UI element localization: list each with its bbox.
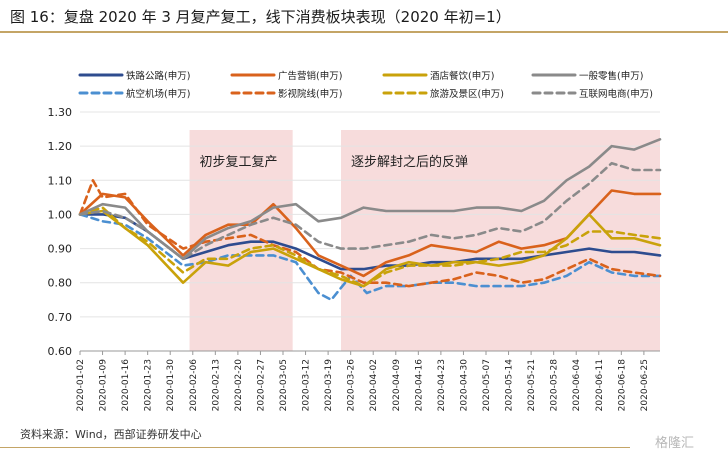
series-line-4 (78, 179, 662, 288)
x-tick-label: 2020-06-04 (572, 359, 582, 412)
y-tick-label: 0.80 (48, 277, 73, 290)
legend-label-8: 互联网电商(申万) (579, 88, 653, 100)
x-tick-label: 2020-04-02 (369, 359, 379, 411)
legend-label-1: 铁路公路(申万) (126, 70, 190, 82)
x-tick-label: 2020-05-21 (527, 359, 537, 411)
x-tick-label: 2020-04-16 (414, 359, 424, 412)
x-tick-label: 2020-05-07 (482, 359, 492, 411)
series-line-8 (78, 161, 662, 261)
x-tick-label: 2020-05-14 (505, 359, 515, 412)
axes: 0.60 0.70 0.80 0.90 1.00 1.10 1.20 1.30 2020-01-… (48, 106, 660, 412)
legend: 铁路公路(申万) 航空机场(申万) 广告营销(申万) 影视院线(申万) 酒店餐饮(申万)… (78, 70, 653, 100)
x-tick-label: 2020-06-25 (640, 359, 650, 411)
y-tick-label: 0.70 (48, 311, 73, 324)
x-tick-label: 2020-01-23 (144, 359, 154, 411)
x-tick-label: 2020-02-13 (211, 359, 221, 411)
y-tick-label: 1.00 (48, 208, 73, 221)
x-tick-label: 2020-01-16 (121, 359, 131, 412)
x-tick-label: 2020-04-23 (437, 359, 447, 411)
x-tick-label: 2020-01-30 (166, 359, 176, 412)
x-tick-label: 2020-01-02 (76, 359, 86, 411)
y-tick-label: 0.90 (48, 243, 73, 256)
y-tick-label: 0.60 (48, 345, 73, 358)
figure-title: 图 16：复盘 2020 年 3 月复产复工，线下消费板块表现（2020 年初=… (10, 8, 511, 26)
x-tick-label: 2020-06-11 (595, 359, 605, 411)
watermark: 格隆汇 (655, 436, 695, 451)
legend-label-3: 广告营销(申万) (278, 70, 342, 82)
y-tick-label: 1.20 (48, 140, 73, 153)
y-tick-label: 1.10 (48, 174, 73, 187)
x-tick-label: 2020-01-09 (99, 359, 109, 412)
x-tick-label: 2020-02-27 (256, 359, 266, 411)
x-tick-label: 2020-02-06 (189, 359, 199, 412)
series-line-3 (78, 189, 662, 278)
x-tick-label: 2020-02-20 (234, 359, 244, 412)
series-line-5 (78, 209, 662, 288)
x-tick-label: 2020-05-28 (550, 359, 560, 412)
shaded-region-label-2: 逐步解封之后的反弹 (351, 154, 468, 170)
title-divider (0, 31, 728, 33)
x-tick-label: 2020-04-30 (459, 359, 469, 412)
x-tick-label: 2020-03-26 (347, 359, 357, 412)
series-lines (78, 138, 662, 302)
x-tick-label: 2020-03-05 (279, 359, 289, 411)
legend-label-4: 影视院线(申万) (278, 88, 342, 100)
legend-label-6: 旅游及景区(申万) (430, 88, 504, 100)
y-tick-label: 1.30 (48, 106, 73, 119)
shaded-region-label-1: 初步复工复产 (200, 155, 278, 170)
x-tick-label: 2020-03-19 (324, 359, 334, 412)
legend-label-2: 航空机场(申万) (126, 88, 190, 100)
x-tick-label: 2020-03-12 (302, 359, 312, 411)
series-line-2 (78, 213, 662, 302)
series-line-6 (78, 206, 662, 288)
legend-label-7: 一般零售(申万) (579, 70, 643, 82)
x-tick-label: 2020-04-09 (392, 359, 402, 412)
x-tick-label: 2020-06-18 (617, 359, 627, 412)
source-note: 资料来源：Wind，西部证券研发中心 (20, 428, 202, 441)
legend-label-5: 酒店餐饮(申万) (430, 70, 494, 82)
source-divider (0, 447, 630, 448)
